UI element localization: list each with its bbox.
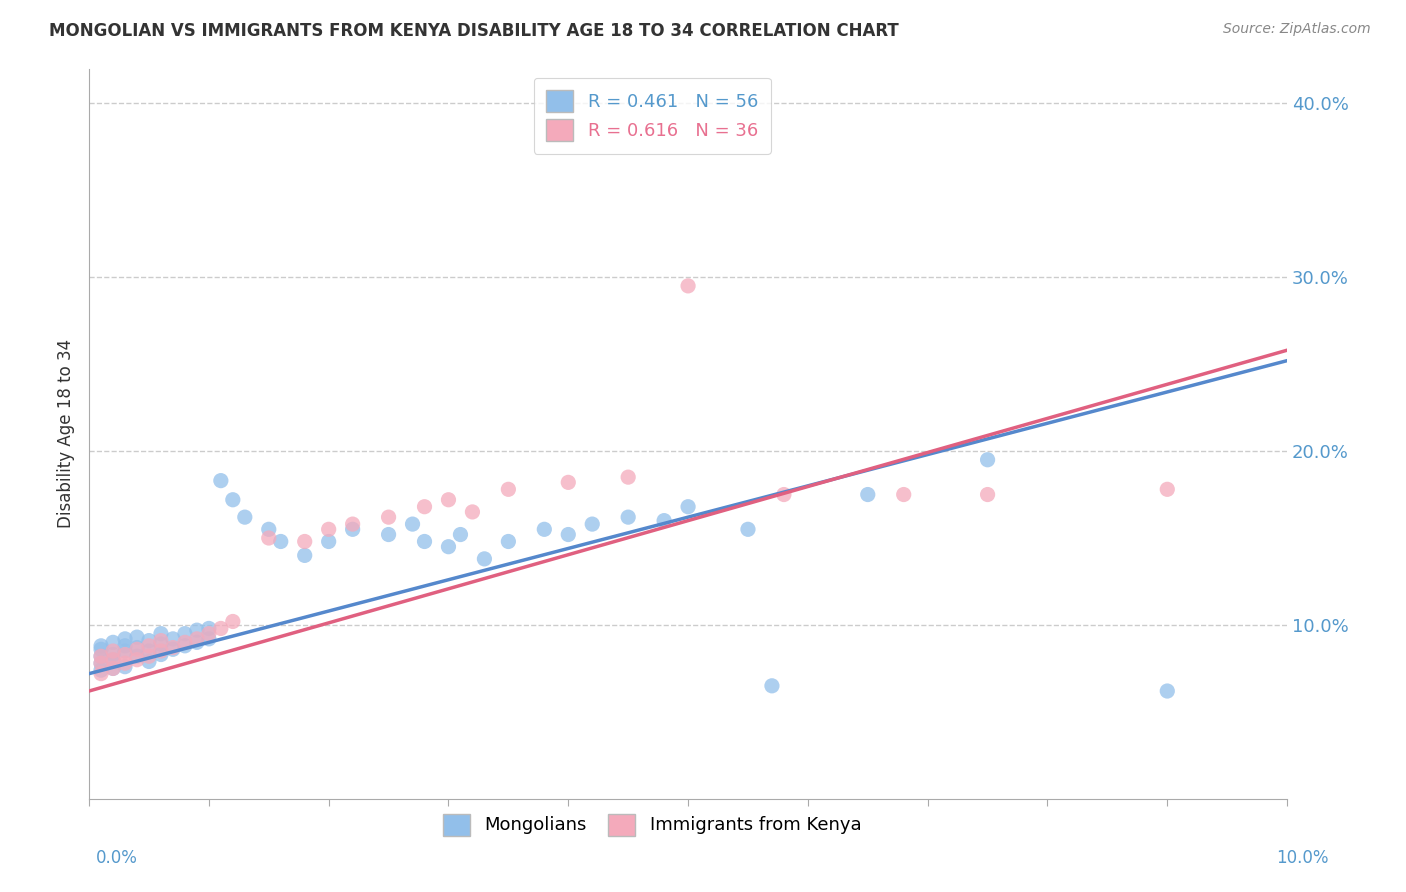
Point bbox=[1156, 483, 1178, 497]
Point bbox=[257, 531, 280, 545]
Point bbox=[294, 534, 316, 549]
Text: 10.0%: 10.0% bbox=[1277, 849, 1329, 867]
Point bbox=[114, 648, 136, 662]
Point bbox=[101, 653, 124, 667]
Point bbox=[198, 632, 221, 646]
Point bbox=[652, 514, 675, 528]
Point bbox=[90, 639, 112, 653]
Point bbox=[149, 626, 172, 640]
Point bbox=[737, 522, 759, 536]
Point bbox=[125, 642, 148, 657]
Point bbox=[498, 534, 520, 549]
Point bbox=[114, 644, 136, 658]
Point bbox=[222, 615, 245, 629]
Legend: Mongolians, Immigrants from Kenya: Mongolians, Immigrants from Kenya bbox=[433, 805, 870, 845]
Point bbox=[174, 635, 197, 649]
Point bbox=[149, 644, 172, 658]
Point bbox=[138, 644, 160, 658]
Point bbox=[186, 623, 208, 637]
Point bbox=[138, 639, 160, 653]
Point bbox=[461, 505, 484, 519]
Point bbox=[174, 626, 197, 640]
Point bbox=[138, 649, 160, 664]
Text: Source: ZipAtlas.com: Source: ZipAtlas.com bbox=[1223, 22, 1371, 37]
Point bbox=[125, 653, 148, 667]
Y-axis label: Disability Age 18 to 34: Disability Age 18 to 34 bbox=[58, 339, 75, 528]
Point bbox=[893, 487, 915, 501]
Point bbox=[174, 639, 197, 653]
Point bbox=[761, 679, 783, 693]
Point bbox=[209, 474, 232, 488]
Text: 0.0%: 0.0% bbox=[96, 849, 138, 867]
Point bbox=[413, 534, 436, 549]
Point bbox=[90, 649, 112, 664]
Point bbox=[114, 639, 136, 653]
Point bbox=[198, 626, 221, 640]
Point bbox=[186, 635, 208, 649]
Point bbox=[413, 500, 436, 514]
Point bbox=[318, 534, 340, 549]
Point bbox=[125, 649, 148, 664]
Point bbox=[449, 527, 471, 541]
Point bbox=[138, 633, 160, 648]
Point bbox=[101, 635, 124, 649]
Point bbox=[342, 517, 364, 532]
Point bbox=[342, 522, 364, 536]
Point bbox=[90, 649, 112, 664]
Point bbox=[90, 666, 112, 681]
Point bbox=[474, 552, 496, 566]
Point bbox=[101, 644, 124, 658]
Point bbox=[101, 661, 124, 675]
Point bbox=[90, 642, 112, 657]
Point bbox=[498, 483, 520, 497]
Point bbox=[90, 657, 112, 671]
Text: MONGOLIAN VS IMMIGRANTS FROM KENYA DISABILITY AGE 18 TO 34 CORRELATION CHART: MONGOLIAN VS IMMIGRANTS FROM KENYA DISAB… bbox=[49, 22, 898, 40]
Point bbox=[617, 470, 640, 484]
Point bbox=[976, 487, 998, 501]
Point bbox=[377, 510, 399, 524]
Point bbox=[1156, 684, 1178, 698]
Point bbox=[101, 653, 124, 667]
Point bbox=[401, 517, 423, 532]
Point bbox=[233, 510, 256, 524]
Point bbox=[676, 500, 699, 514]
Point bbox=[557, 527, 579, 541]
Point bbox=[676, 278, 699, 293]
Point bbox=[138, 655, 160, 669]
Point bbox=[773, 487, 796, 501]
Point bbox=[437, 492, 460, 507]
Point bbox=[114, 632, 136, 646]
Point bbox=[125, 640, 148, 655]
Point bbox=[101, 648, 124, 662]
Point bbox=[149, 633, 172, 648]
Point bbox=[101, 661, 124, 675]
Point bbox=[557, 475, 579, 490]
Point bbox=[90, 657, 112, 671]
Point bbox=[162, 632, 184, 646]
Point bbox=[125, 630, 148, 644]
Point bbox=[437, 540, 460, 554]
Point bbox=[856, 487, 879, 501]
Point bbox=[90, 663, 112, 677]
Point bbox=[581, 517, 603, 532]
Point bbox=[198, 622, 221, 636]
Point bbox=[149, 637, 172, 651]
Point bbox=[149, 648, 172, 662]
Point bbox=[976, 452, 998, 467]
Point bbox=[114, 659, 136, 673]
Point bbox=[377, 527, 399, 541]
Point bbox=[222, 492, 245, 507]
Point bbox=[617, 510, 640, 524]
Point bbox=[162, 640, 184, 655]
Point bbox=[186, 632, 208, 646]
Point bbox=[533, 522, 555, 536]
Point bbox=[209, 622, 232, 636]
Point bbox=[162, 642, 184, 657]
Point bbox=[114, 657, 136, 671]
Point bbox=[318, 522, 340, 536]
Point bbox=[257, 522, 280, 536]
Point bbox=[270, 534, 292, 549]
Point bbox=[294, 549, 316, 563]
